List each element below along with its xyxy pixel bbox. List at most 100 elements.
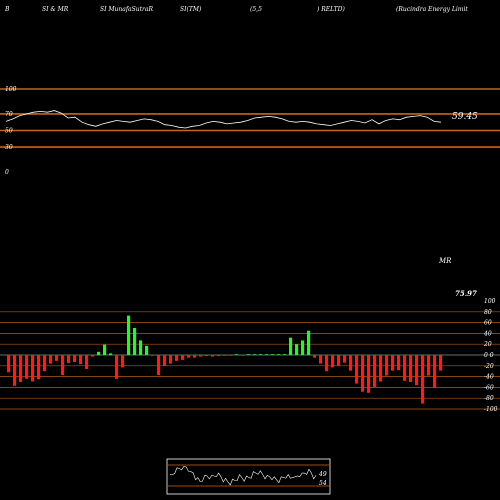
mr-bar [433,355,437,388]
mr-bar [289,337,293,355]
rsi-last-value: 59.45 [452,112,478,122]
header-item-munafa: SI MunafaSutraR [100,6,153,13]
mr-bar [169,355,173,364]
mr-panel: MR 100 80 60 40 20 0 0 -20 -40 -60 -80 -100 75.97 [0,257,500,413]
mr-bar [397,355,401,371]
mr-tick-80: 80 [484,309,492,316]
mr-bar [247,354,251,355]
header-item-si-mr: SI & MR [42,6,69,13]
mr-label: MR [438,257,452,265]
rsi-band-lines [0,88,500,148]
mr-bar [133,328,137,355]
mr-bar [367,355,371,393]
mr-bar [91,355,95,357]
mr-bar [409,355,413,382]
mr-bar [259,354,263,355]
mr-bar [379,355,383,382]
mr-bar [211,355,215,357]
rsi-tick-50: 50 [5,128,13,135]
mr-bar [67,355,71,364]
mr-bar [205,355,209,357]
mr-bar [439,355,443,371]
mr-bar [295,344,299,355]
thumbnail-line [169,465,317,486]
header: B SI & MR SI MunafaSutraR SI(TM) (5,5 ) … [4,6,468,13]
mr-tick-labels: 100 80 60 40 20 0 0 -20 -40 -60 -80 -100 [483,298,498,413]
thumbnail-label-54: 54 [319,480,327,487]
mr-bar [19,355,23,382]
mr-bar [157,355,161,375]
mr-bar [109,353,113,355]
mr-bar [307,330,311,355]
mr-bars [7,315,443,404]
mr-bar [127,315,131,355]
mr-bar [55,355,59,361]
mr-tick--100: -100 [484,406,498,413]
mr-tick-60: 60 [484,320,492,327]
mr-bar [115,355,119,379]
mr-bar [85,355,89,369]
mr-bar [181,355,185,360]
thumbnail-frame [166,458,331,495]
mr-bar [355,355,359,384]
mr-bar [313,355,317,358]
header-item-tm: SI(TM) [180,6,202,13]
thumbnail: 49 54 [166,458,331,495]
rsi-tick-100: 100 [5,86,17,93]
mr-bar [283,354,287,355]
mr-tick--20: -20 [484,363,494,370]
mr-bar [145,345,149,355]
rsi-tick-30: 30 [5,144,13,151]
mr-bar [31,355,35,382]
mr-bar [223,355,227,356]
mr-bar [97,351,101,355]
mr-bar [61,355,65,375]
mr-tick-40: 40 [483,330,492,337]
mr-tick--60: -60 [484,384,494,391]
mr-bar [343,355,347,363]
mr-bar [103,344,107,355]
mr-bar [79,355,83,365]
header-item-symbol: ) RELTD) [316,6,345,13]
mr-bar [163,355,167,366]
rsi-panel: 100 70 50 30 0 59.45 [0,86,500,176]
mr-bar [337,355,341,366]
mr-bar [139,340,143,355]
rsi-tick-70: 70 [5,111,13,118]
rsi-tick-0: 0 [5,169,9,176]
mr-bar [73,355,77,362]
mr-tick-20: 20 [483,341,492,348]
mr-bar [217,355,221,357]
mr-bar [415,355,419,386]
mr-bar [121,355,125,368]
mr-last-value: 75.97 [455,289,477,298]
mr-bar [241,355,245,356]
header-item-params: (5,5 [250,6,262,13]
mr-bar [361,355,365,392]
mr-bar [49,355,53,364]
mr-bar [7,355,11,373]
mr-bar [43,355,47,372]
mr-bar [271,354,275,355]
mr-bar [325,355,329,372]
mr-bar [13,355,17,386]
mr-bar [25,355,29,379]
mr-bar [427,355,431,376]
mr-bar [319,355,323,364]
mr-bar [199,355,203,357]
mr-bar [175,355,179,361]
mr-tick-100: 100 [484,298,496,305]
mr-bar [229,355,233,356]
mr-bar [331,355,335,368]
mr-tick-0-0: 0 0 [484,352,494,359]
mr-bar [187,355,191,358]
mr-bar [301,340,305,355]
mr-bar [253,354,257,355]
mr-bar [37,355,41,380]
mr-bar [403,355,407,381]
header-item-company: (Rucindra Energy Limit [396,6,468,13]
mr-tick--40: -40 [484,374,494,381]
mr-bar [151,355,155,356]
mr-bar [373,355,377,387]
